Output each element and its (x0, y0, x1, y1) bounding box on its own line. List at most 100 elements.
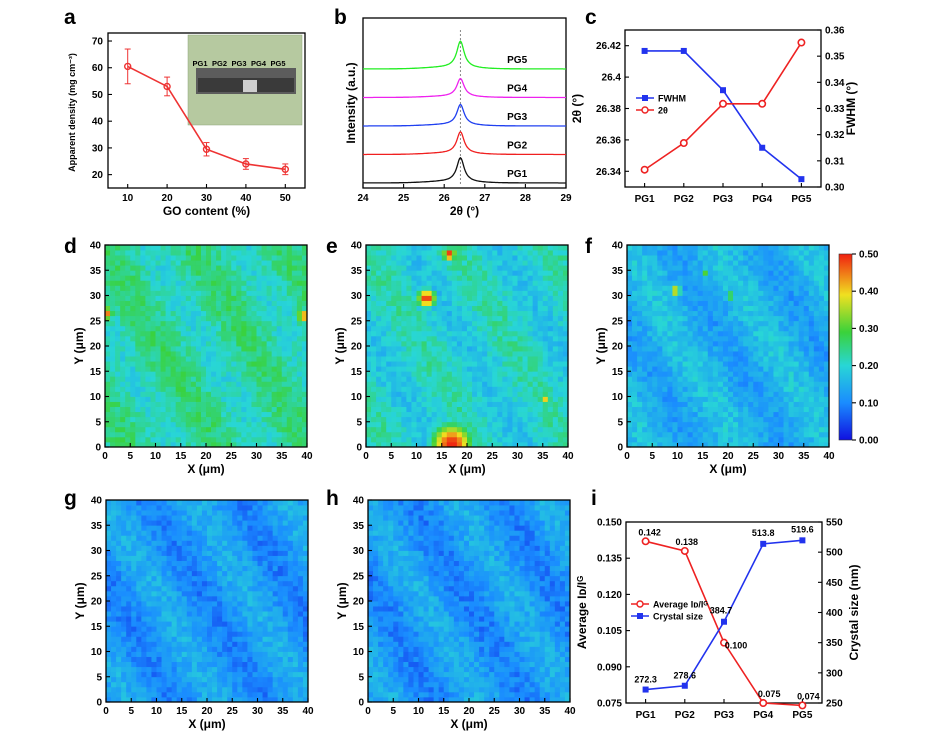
y-tick-label: 5 (95, 417, 101, 428)
heat-cell (743, 310, 749, 317)
heat-cell (758, 396, 764, 402)
heat-cell (431, 245, 438, 251)
heat-cell (165, 356, 172, 362)
heat-cell (712, 356, 719, 362)
heat-cell (818, 371, 825, 377)
heat-cell (672, 431, 678, 438)
heat-cell (517, 285, 523, 291)
heat-cell (115, 275, 121, 281)
heat-cell (251, 305, 257, 312)
heat-cell (728, 411, 734, 418)
heat-cell (773, 295, 779, 301)
heat-cell (692, 245, 699, 251)
heat-cell (261, 441, 267, 448)
heat-cell (547, 386, 554, 392)
heat-cell (662, 275, 668, 281)
heat-cell (386, 255, 392, 261)
heat-cell (371, 366, 377, 372)
heat-cell (281, 406, 288, 413)
heat-cell (261, 356, 267, 362)
heat-cell (702, 255, 709, 261)
heat-cell (472, 255, 478, 261)
heat-cell (115, 396, 121, 402)
heat-cell (130, 381, 136, 387)
heat-cell (542, 305, 549, 312)
heat-cell (717, 406, 724, 413)
heat-cell (753, 310, 759, 317)
heat-cell (512, 381, 518, 387)
heat-cell (717, 335, 724, 342)
heat-cell (667, 416, 673, 423)
heat-cell (793, 270, 800, 276)
heat-cell (467, 401, 473, 407)
heat-cell (446, 265, 453, 271)
heat-cell (763, 290, 769, 296)
heat-cell (552, 411, 559, 418)
heat-cell (200, 245, 207, 251)
heat-cell (467, 340, 473, 347)
series-line (644, 50, 802, 180)
heat-cell (702, 245, 709, 251)
heat-cell (753, 340, 759, 347)
heat-cell (813, 361, 820, 367)
heat-cell (672, 260, 678, 266)
heat-cell (421, 300, 427, 306)
heat-cell (461, 315, 468, 322)
heat-cell (763, 361, 769, 367)
heat-cell (231, 356, 237, 362)
heat-cell (477, 386, 483, 392)
heat-cell (637, 361, 643, 367)
heat-cell (687, 285, 694, 291)
heat-cell (401, 441, 407, 448)
heat-cell (236, 300, 242, 306)
heat-cell (216, 315, 222, 322)
heat-cell (798, 351, 805, 357)
heat-cell (216, 335, 222, 342)
heat-cell (788, 295, 795, 301)
heat-cell (477, 295, 483, 301)
heat-cell (788, 245, 795, 251)
heat-cell (381, 391, 387, 397)
heat-cell (467, 421, 473, 428)
heat-cell (175, 396, 182, 402)
heat-cell (783, 381, 789, 387)
heat-cell (808, 351, 815, 357)
heat-cell (537, 406, 544, 413)
heat-cell (657, 320, 663, 327)
heat-cell (697, 371, 704, 377)
heat-cell (542, 376, 549, 382)
heat-cell (296, 431, 303, 438)
heat-cell (722, 426, 729, 433)
heat-cell (652, 371, 658, 377)
heat-cell (627, 315, 633, 322)
heat-cell (788, 265, 795, 271)
heat-cell (783, 305, 789, 312)
heat-cell (401, 401, 407, 407)
heat-cell (170, 346, 177, 352)
heat-cell (190, 260, 197, 266)
x-tick-label: 50 (280, 193, 292, 204)
heat-cell (527, 366, 534, 372)
heat-cell (773, 376, 779, 382)
heat-cell (743, 356, 749, 362)
heat-cell (763, 280, 769, 286)
heat-cell (411, 351, 417, 357)
heat-cell (717, 346, 724, 352)
heat-cell (211, 325, 217, 332)
heat-cell (416, 356, 422, 362)
heat-cell (697, 260, 704, 266)
heat-cell (401, 280, 407, 286)
heat-cell (697, 416, 704, 423)
heat-cell (446, 366, 453, 372)
heat-cell (441, 270, 448, 276)
heat-cell (813, 411, 820, 418)
heat-cell (130, 330, 136, 337)
heat-cell (702, 275, 709, 281)
heat-cell (773, 255, 779, 261)
heat-cell (386, 285, 392, 291)
heat-cell (386, 280, 392, 286)
heat-cell (527, 371, 534, 377)
heat-cell (246, 351, 252, 357)
heat-cell (261, 421, 267, 428)
heat-cell (140, 436, 146, 443)
